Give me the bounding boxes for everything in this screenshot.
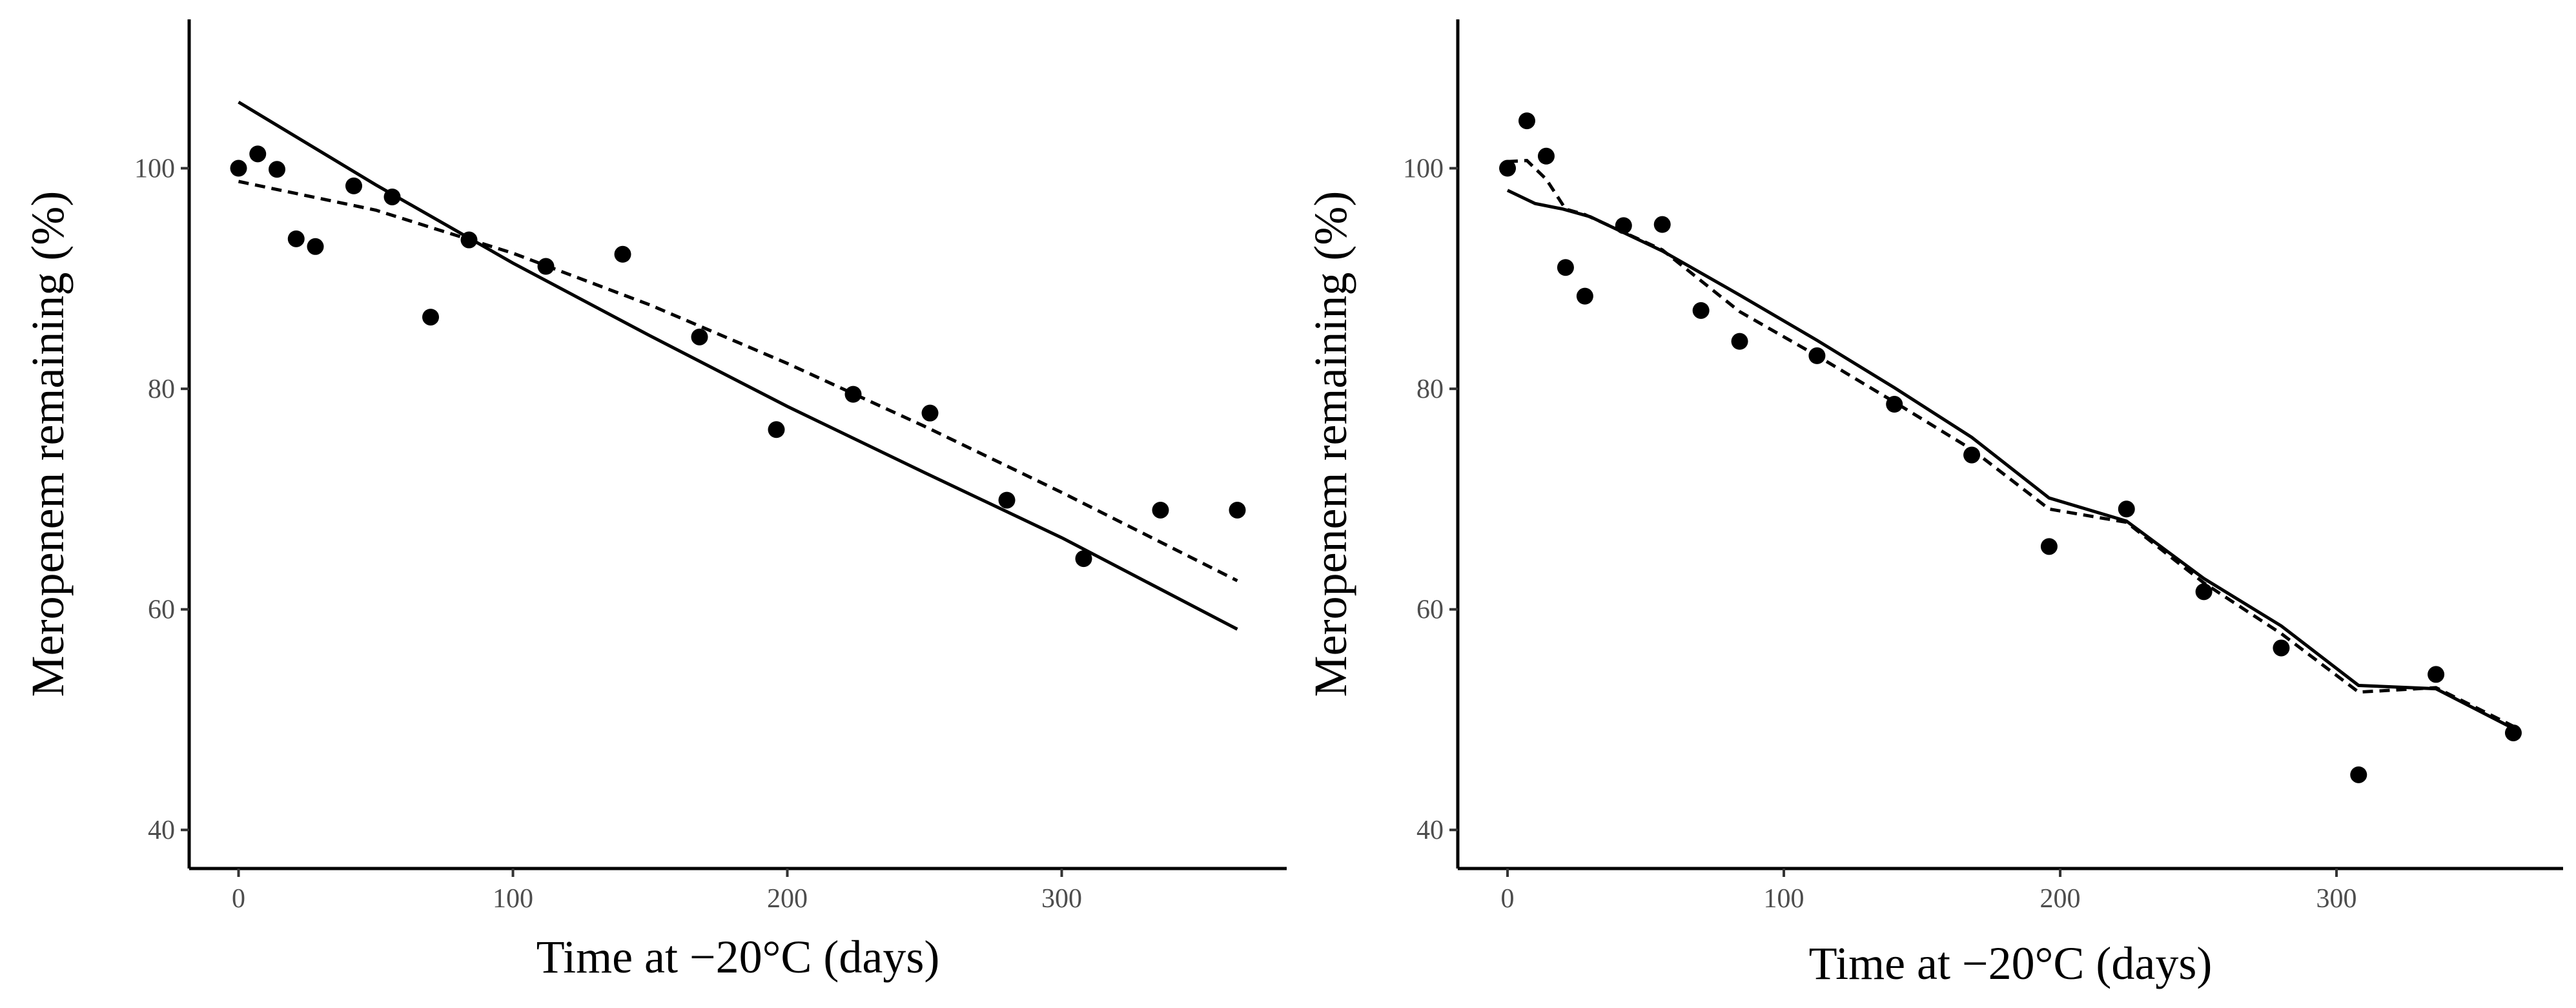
y-tick-label: 100 [134,154,175,184]
y-axis-title: Meropenem remaining (%) [22,191,74,697]
y-tick-label: 100 [1403,154,1444,184]
data-point [287,230,305,247]
x-axis-title: Time at −20°C (days) [1809,938,2213,989]
data-point [1518,112,1535,130]
fit-line-solid [1506,189,2515,730]
data-point [2350,766,2367,783]
fit-line-dashed [238,180,1238,582]
x-tick-label: 0 [1501,884,1515,914]
fit-line-dashed [1507,159,2515,728]
data-point [2273,639,2290,657]
data-point [2040,538,2058,555]
x-tick-label: 200 [767,884,808,914]
x-axis-title: Time at −20°C (days) [537,931,940,983]
data-point [1557,259,1574,276]
data-point [2504,724,2522,741]
data-point [249,145,267,163]
data-point [614,245,631,263]
x-tick-label: 200 [2040,884,2081,914]
x-tick-label: 300 [1041,884,1082,914]
data-point [1692,302,1710,319]
y-tick-label: 60 [148,595,175,625]
data-point [422,309,439,326]
data-point [844,386,862,403]
data-point [230,159,247,177]
data-point [921,404,939,422]
data-point [1576,287,1593,305]
data-point [2195,583,2213,601]
x-tick-label: 300 [2316,884,2357,914]
x-tick-label: 100 [493,884,533,914]
data-point [269,161,285,178]
y-axis-title: Meropenem remaining (%) [1305,191,1356,697]
y-tick-label: 40 [148,816,175,845]
fit-line-solid [238,100,1238,631]
data-point [307,238,324,255]
data-point [768,421,785,438]
data-point [1152,501,1169,519]
x-tick-label: 0 [232,884,245,914]
data-point [1499,159,1517,177]
data-point [691,328,708,345]
x-tick-label: 100 [1764,884,1804,914]
data-point [1229,501,1246,519]
y-tick-label: 80 [148,375,175,404]
data-point [1731,333,1748,350]
y-tick-label: 40 [1416,816,1444,845]
data-point [345,177,362,194]
y-tick-label: 80 [1416,375,1444,404]
data-point [2428,666,2445,683]
data-point [1653,216,1671,233]
data-point [1075,550,1092,568]
data-point [1537,147,1555,165]
y-tick-label: 60 [1416,595,1444,625]
data-point [2118,500,2135,518]
data-point [998,491,1016,509]
